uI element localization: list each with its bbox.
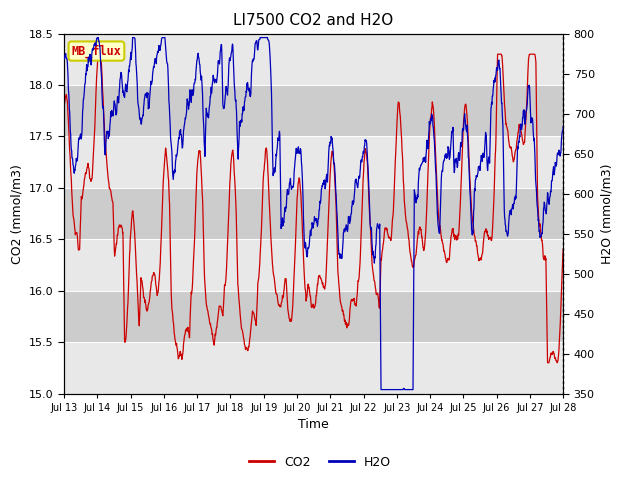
Y-axis label: H2O (mmol/m3): H2O (mmol/m3) [600, 163, 613, 264]
Text: MB_flux: MB_flux [72, 44, 122, 58]
Y-axis label: CO2 (mmol/m3): CO2 (mmol/m3) [10, 164, 23, 264]
Bar [64, 136, 563, 188]
Bar [64, 342, 563, 394]
Bar [64, 240, 563, 291]
X-axis label: Time: Time [298, 418, 329, 431]
Title: LI7500 CO2 and H2O: LI7500 CO2 and H2O [234, 13, 394, 28]
Legend: CO2, H2O: CO2, H2O [244, 451, 396, 474]
Bar [64, 34, 563, 85]
